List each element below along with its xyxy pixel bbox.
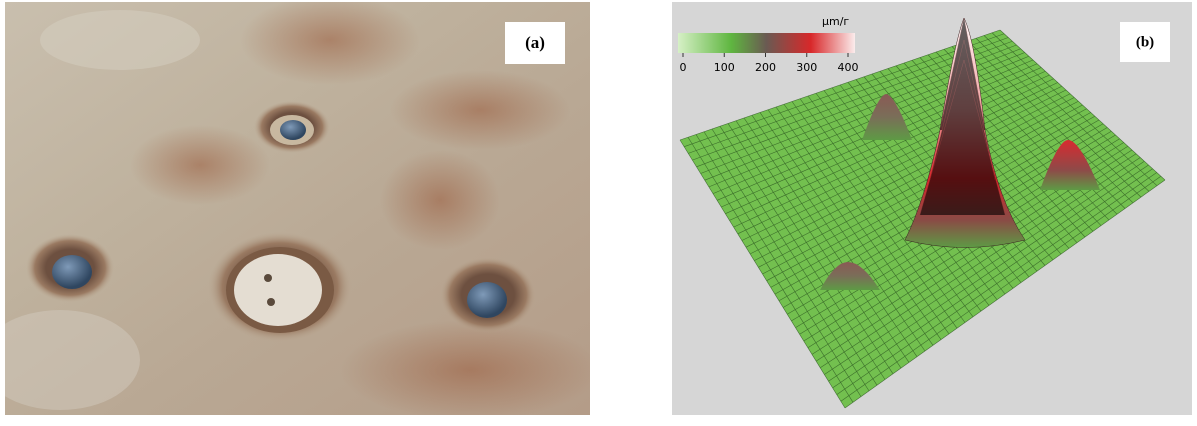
colorbar-tick-label: 0 [680,61,687,74]
panel-label: (a) [525,33,545,52]
page: (a) μm/г 0100200300400 (b) (() => { cons… [0,0,1197,421]
colorbar-tick-label: 400 [838,61,859,74]
colorbar-unit: μm/г [822,15,849,28]
colorbar-tick-label: 200 [755,61,776,74]
figure: (a) μm/г 0 100 200 300 400 (b) [0,0,1197,421]
panel-label: (b) [1136,34,1154,50]
colorbar [678,33,855,53]
colorbar-tick-label: 100 [714,61,735,74]
colorbar-tick-label: 300 [796,61,817,74]
